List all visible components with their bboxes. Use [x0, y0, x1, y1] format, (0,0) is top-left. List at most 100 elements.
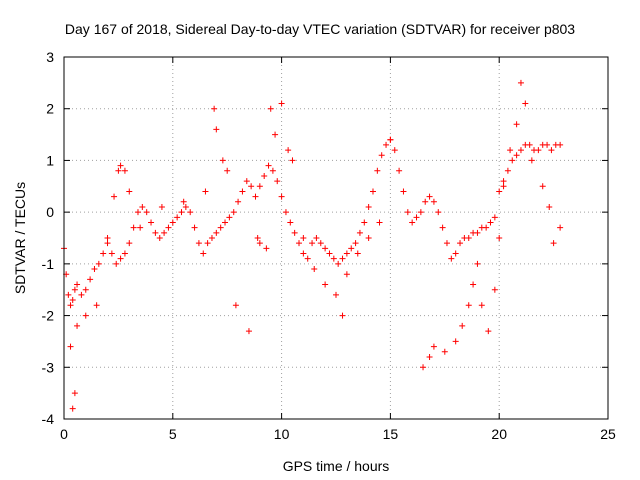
data-point-main	[261, 172, 268, 179]
data-point-main	[178, 209, 185, 216]
data-point-main	[335, 260, 342, 267]
data-point-secondary	[465, 302, 472, 309]
data-point-secondary	[263, 245, 270, 252]
y-tick-label: 0	[46, 204, 54, 220]
data-point-secondary	[322, 281, 329, 288]
data-point-secondary	[459, 322, 466, 329]
data-point-main	[509, 157, 516, 164]
data-point-secondary	[224, 167, 231, 174]
data-point-secondary	[343, 271, 350, 278]
data-point-main	[491, 214, 498, 221]
data-point-main	[496, 188, 503, 195]
data-point-main	[330, 255, 337, 262]
data-points	[61, 79, 564, 412]
data-point-main	[161, 229, 168, 236]
y-tick-label: 2	[46, 101, 54, 117]
data-point-main	[148, 219, 155, 226]
data-point-main	[317, 240, 324, 247]
data-point-main	[217, 224, 224, 231]
data-point-secondary	[126, 188, 133, 195]
data-point-secondary	[232, 302, 239, 309]
data-point-main	[348, 245, 355, 252]
data-point-secondary	[82, 312, 89, 319]
data-point-secondary	[69, 405, 76, 412]
data-point-main	[300, 250, 307, 257]
data-point-main	[296, 240, 303, 247]
x-tick-label: 0	[60, 426, 68, 442]
data-point-main	[309, 240, 316, 247]
data-point-secondary	[513, 121, 520, 128]
data-point-main	[557, 141, 564, 148]
data-point-main	[187, 209, 194, 216]
data-point-main	[513, 152, 520, 159]
data-point-main	[100, 250, 107, 257]
data-point-main	[369, 188, 376, 195]
data-point-secondary	[376, 219, 383, 226]
data-point-secondary	[557, 224, 564, 231]
data-point-main	[439, 224, 446, 231]
data-point-main	[278, 193, 285, 200]
data-point-main	[139, 203, 146, 210]
data-point-main	[152, 229, 159, 236]
data-point-secondary	[104, 235, 111, 241]
data-point-main	[383, 141, 390, 148]
data-point-main	[322, 245, 329, 252]
y-tick-label: -4	[42, 411, 55, 427]
data-point-secondary	[219, 157, 226, 164]
data-point-main	[182, 203, 189, 210]
data-point-main	[274, 178, 281, 185]
data-point-main	[517, 147, 524, 154]
plot-frame	[63, 56, 609, 420]
data-point-secondary	[67, 343, 74, 350]
data-point-main	[69, 297, 76, 304]
data-point-secondary	[71, 390, 78, 397]
data-point-secondary	[470, 281, 477, 288]
data-point-main	[134, 209, 141, 216]
data-point-secondary	[528, 157, 535, 164]
data-point-main	[435, 209, 442, 216]
data-point-secondary	[285, 147, 292, 154]
data-point-main	[356, 229, 363, 236]
y-tick-label: -2	[42, 308, 55, 324]
data-point-main	[82, 286, 89, 293]
data-point-secondary	[420, 364, 427, 371]
data-point-secondary	[180, 198, 187, 205]
chart-title: Day 167 of 2018, Sidereal Day-to-day VTE…	[64, 21, 576, 37]
data-point-main	[457, 240, 464, 247]
data-point-main	[121, 250, 128, 257]
y-tick-label: 3	[46, 49, 54, 65]
grid-lines	[64, 57, 608, 419]
data-point-secondary	[339, 312, 346, 319]
x-tick-label: 5	[169, 426, 177, 442]
data-point-secondary	[426, 353, 433, 360]
data-point-secondary	[474, 260, 481, 267]
x-tick-label: 10	[274, 426, 290, 442]
data-point-main	[287, 219, 294, 226]
data-point-secondary	[500, 183, 507, 190]
data-point-secondary	[539, 183, 546, 190]
data-point-secondary	[522, 100, 529, 107]
data-point-secondary	[354, 250, 361, 257]
x-tick-label: 15	[383, 426, 399, 442]
data-point-main	[343, 250, 350, 257]
data-point-main	[113, 260, 120, 267]
data-point-secondary	[158, 203, 165, 210]
data-point-secondary	[245, 328, 252, 335]
data-point-main	[443, 240, 450, 247]
data-point-main	[422, 198, 429, 205]
data-point-main	[143, 209, 150, 216]
data-point-main	[548, 147, 555, 154]
y-tick-label: -3	[42, 359, 55, 375]
data-point-main	[352, 240, 359, 247]
data-point-main	[200, 250, 207, 257]
y-tick-label: -1	[42, 256, 55, 272]
data-point-main	[130, 224, 137, 231]
data-point-main	[426, 193, 433, 200]
data-point-main	[239, 188, 246, 195]
data-point-secondary	[387, 136, 394, 143]
data-point-main	[195, 240, 202, 247]
data-point-secondary	[333, 291, 339, 298]
data-point-main	[391, 147, 398, 154]
data-point-secondary	[300, 235, 307, 241]
